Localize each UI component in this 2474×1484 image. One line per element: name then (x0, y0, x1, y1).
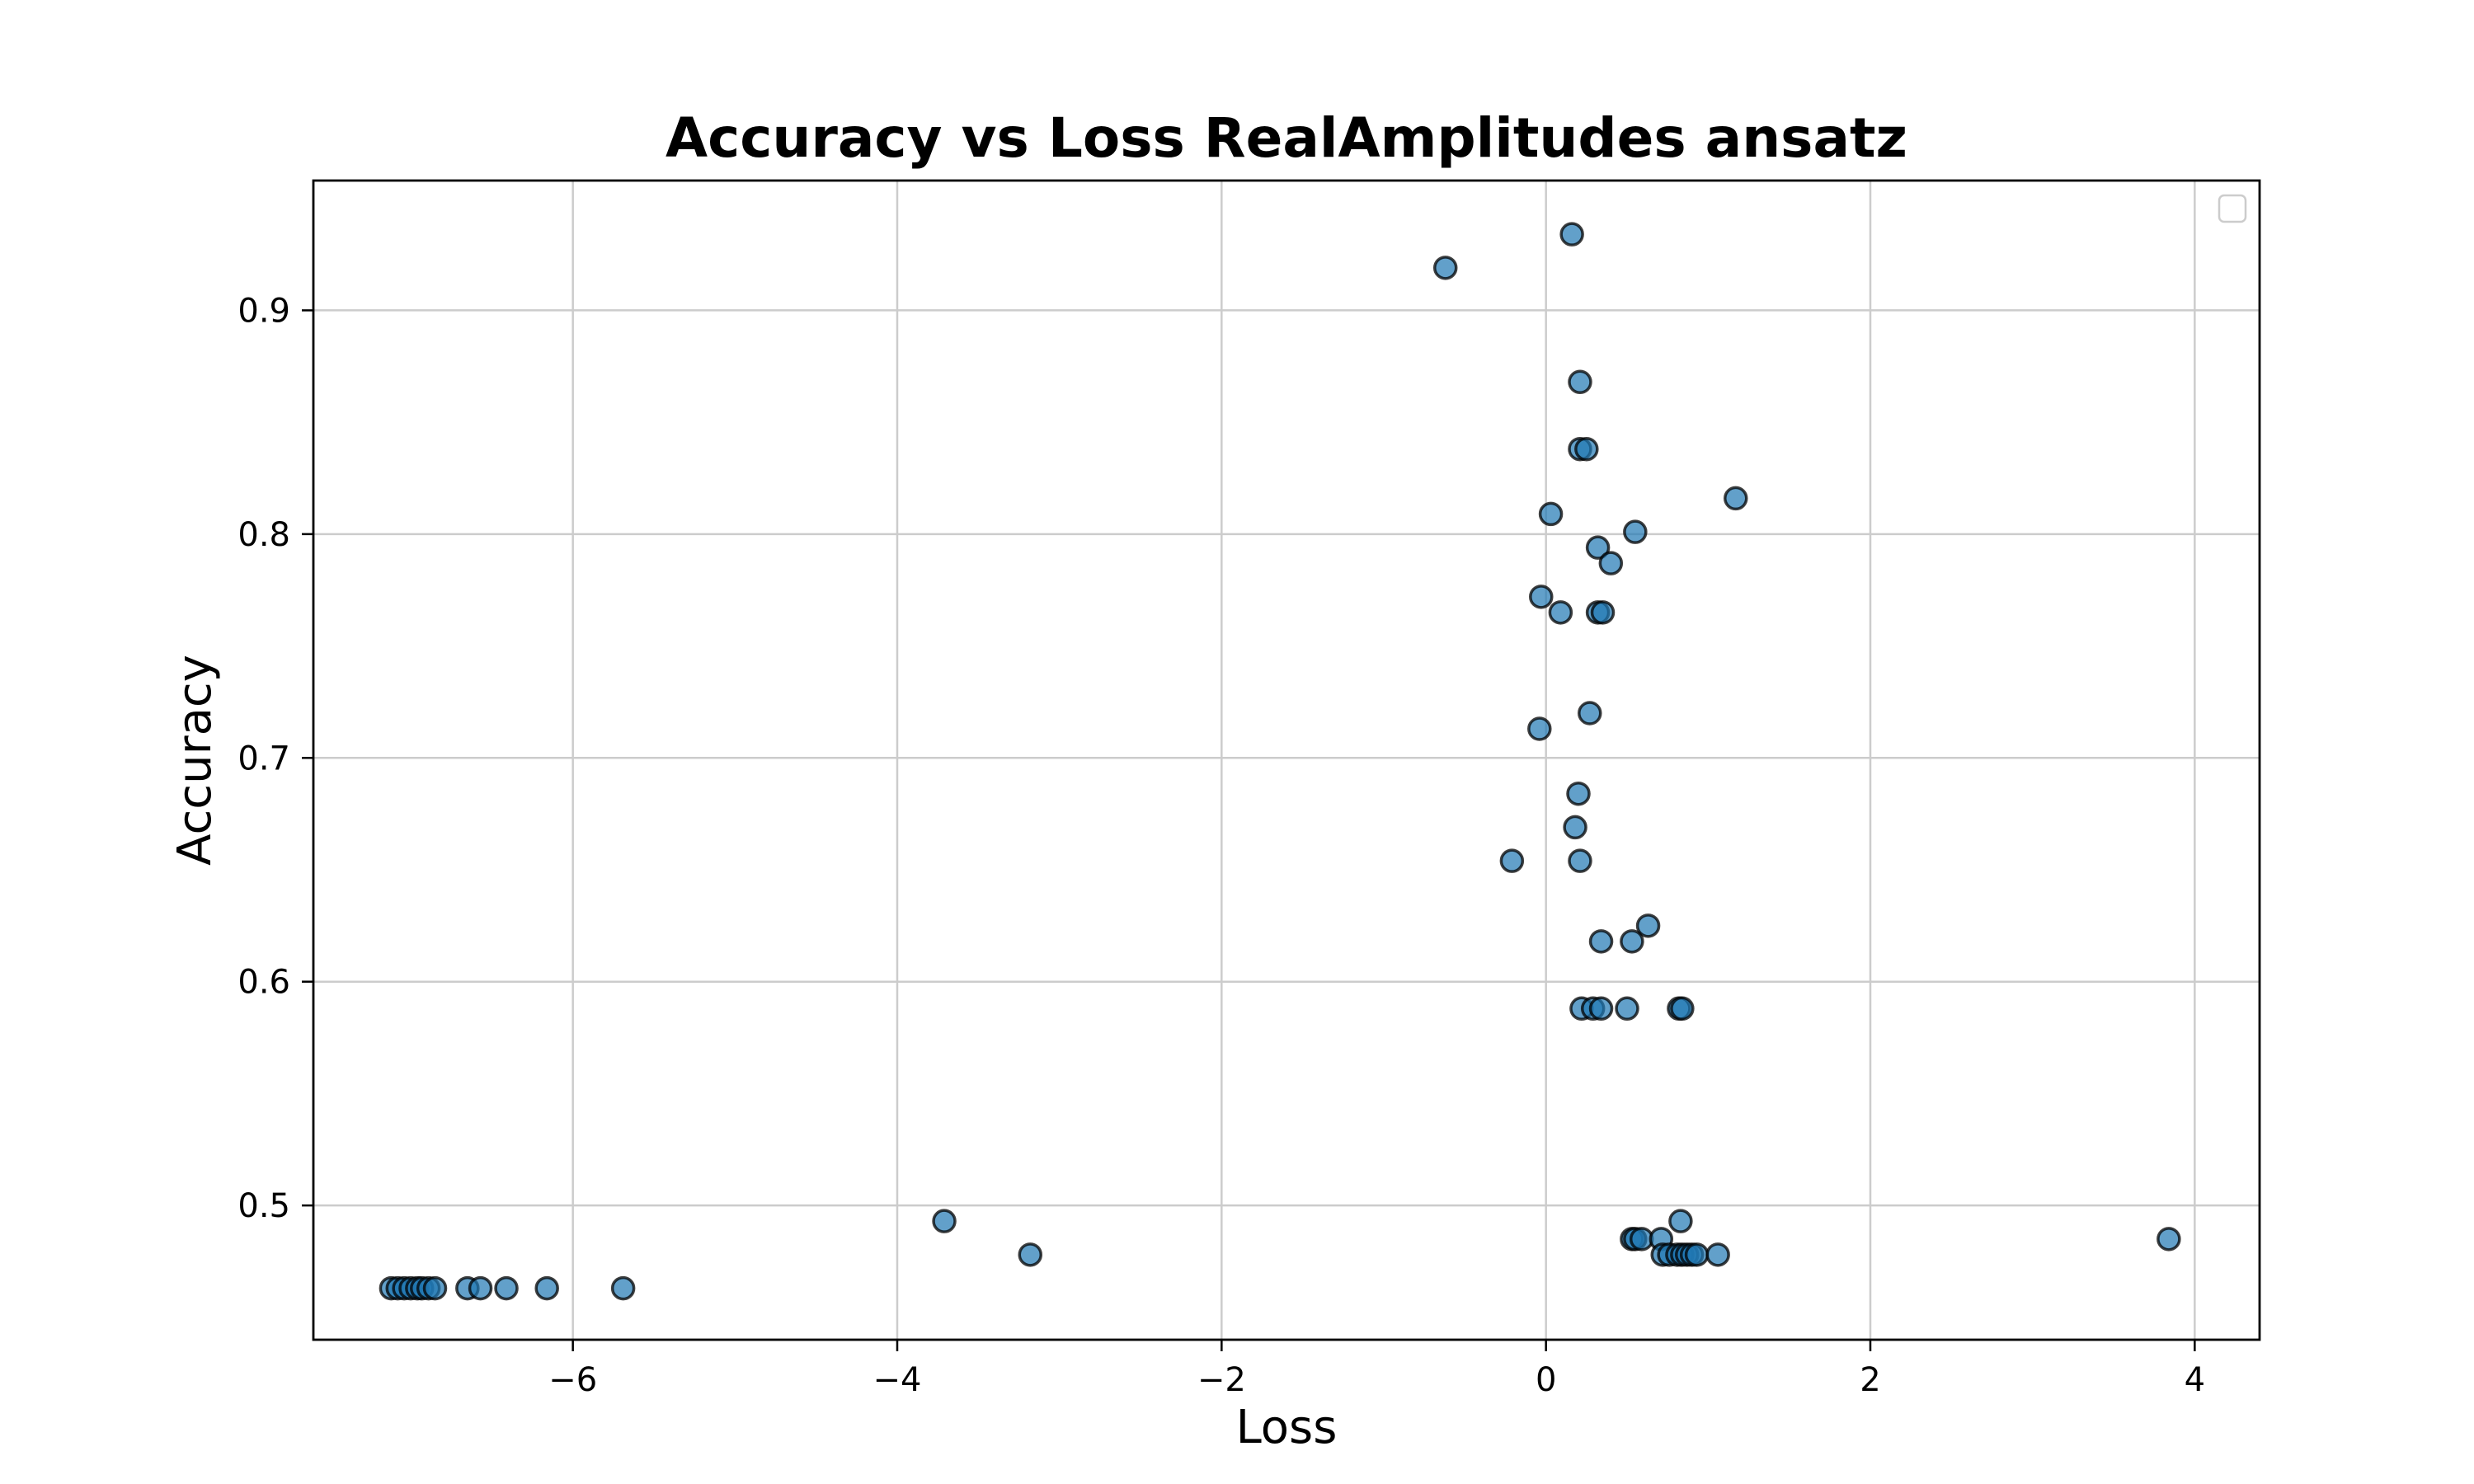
data-point (468, 1275, 493, 1301)
data-point (1018, 1242, 1043, 1267)
data-point (1432, 256, 1458, 280)
chart-title: Accuracy vs Loss RealAmplitudes ansatz (666, 106, 1907, 170)
y-tick-label: 0.9 (238, 292, 290, 330)
data-point (1538, 501, 1564, 527)
data-point (1705, 1242, 1730, 1267)
x-tick-label: −2 (1197, 1361, 1246, 1399)
y-axis-label: Accuracy (168, 655, 222, 866)
y-axis-ticks: 0.5 0.6 0.7 0.8 0.9 (238, 292, 313, 1225)
data-point (1548, 600, 1573, 625)
data-point (932, 1209, 957, 1233)
data-point (494, 1275, 519, 1301)
data-point (1499, 848, 1525, 873)
x-tick-label: 2 (1860, 1361, 1880, 1399)
legend-box (2218, 194, 2247, 223)
data-points (379, 222, 2181, 1301)
data-point (2157, 1227, 2181, 1252)
data-point (422, 1275, 448, 1301)
y-tick-label: 0.5 (238, 1187, 290, 1225)
plot-frame (312, 179, 2261, 1341)
y-tick-label: 0.8 (238, 516, 290, 554)
x-tick-label: −6 (548, 1361, 597, 1399)
data-point (1568, 848, 1592, 873)
data-point (1670, 996, 1695, 1021)
data-point (1568, 369, 1592, 395)
data-point (1623, 519, 1648, 544)
x-tick-label: 4 (2185, 1361, 2205, 1399)
x-tick-label: −4 (873, 1361, 922, 1399)
data-point (1563, 815, 1587, 840)
data-point (1684, 1242, 1710, 1267)
data-point (1585, 535, 1611, 560)
data-point (1559, 222, 1584, 247)
data-point (534, 1275, 559, 1301)
data-point (1635, 913, 1661, 938)
data-point (1578, 701, 1602, 726)
data-point (1590, 600, 1616, 625)
grid (313, 181, 2260, 1340)
data-point (1566, 781, 1591, 806)
data-point (1598, 551, 1624, 575)
x-axis-ticks: −6 −4 −2 0 2 4 (548, 1340, 2205, 1399)
data-point (1724, 486, 1748, 511)
data-point (610, 1275, 636, 1301)
x-axis-label: Loss (1236, 1401, 1338, 1454)
data-point (1615, 996, 1639, 1021)
data-point (1527, 716, 1552, 741)
y-tick-label: 0.7 (238, 740, 290, 777)
data-point (1620, 929, 1644, 954)
data-point (1529, 585, 1554, 609)
data-point (1668, 1209, 1693, 1233)
y-tick-label: 0.6 (238, 964, 290, 1002)
data-point (1588, 929, 1614, 954)
data-point (1574, 436, 1599, 462)
x-tick-label: 0 (1536, 1361, 1556, 1399)
data-point (1588, 996, 1614, 1021)
